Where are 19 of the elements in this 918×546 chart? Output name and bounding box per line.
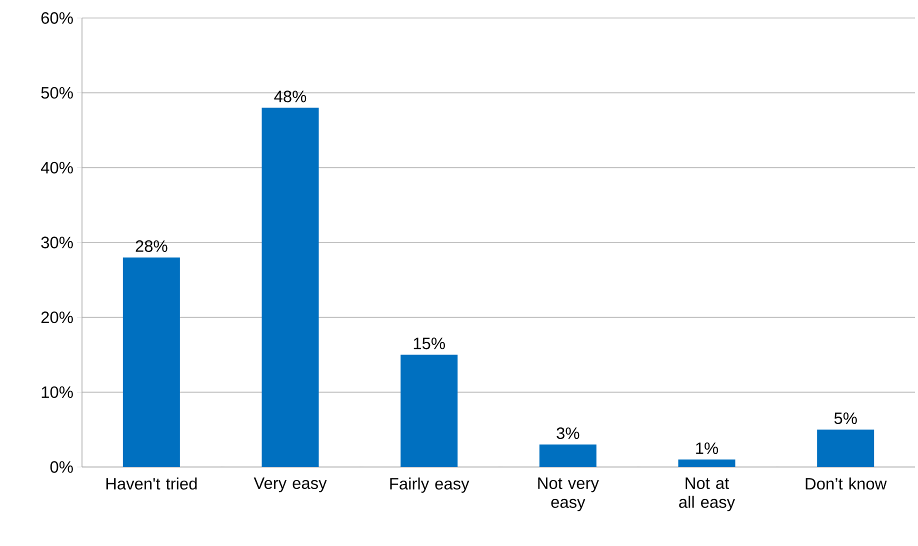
data-label: 3% — [556, 427, 580, 440]
data-label: 48% — [274, 90, 306, 102]
y-tick-label: 0% — [50, 461, 73, 473]
y-tick-label: 10% — [42, 386, 73, 398]
x-tick-label: Very easy — [254, 478, 327, 492]
x-tick-label: Not at all easy — [679, 478, 736, 512]
y-tick-label: 20% — [41, 312, 73, 324]
y-tick-label: 60% — [41, 12, 73, 24]
x-tick-label: Not very easy — [538, 478, 599, 512]
data-label: 5% — [834, 412, 857, 424]
data-label: 28% — [136, 240, 168, 252]
x-tick-label: Fairly easy — [390, 478, 470, 493]
x-tick-label: Don’t know — [806, 478, 887, 490]
y-tick-label: 30% — [41, 236, 73, 248]
data-label: 1% — [696, 442, 718, 454]
data-label: 15% — [414, 338, 445, 350]
x-tick-label: Haven't tried — [106, 478, 197, 490]
y-tick-label: 40% — [40, 162, 73, 174]
y-tick-label: 50% — [41, 87, 73, 99]
